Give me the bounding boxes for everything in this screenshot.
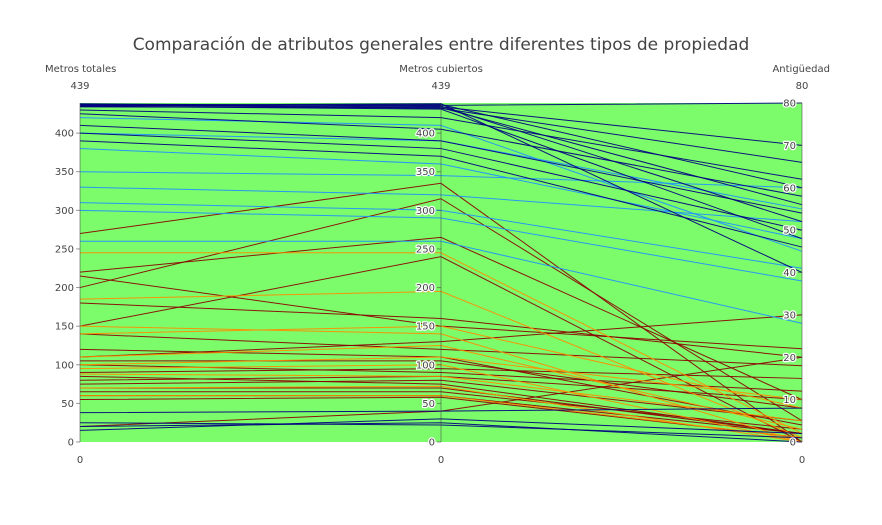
axis-tick-label: 40 <box>783 268 796 279</box>
axis-tick-label: 0 <box>790 438 796 449</box>
axis-tick-label: 300 <box>416 206 435 217</box>
axis-tick-label: 300 <box>55 206 74 217</box>
axis-tick-label: 350 <box>55 167 74 178</box>
axis-tick-label: 70 <box>783 141 796 152</box>
axis-min-label-2: 0 <box>799 455 805 466</box>
axis-min-label-0: 0 <box>77 455 83 466</box>
axis-tick-label: 80 <box>783 99 796 110</box>
axis-2: Antigüedad 80 00 10 20 30 40 50 60 70 80 <box>772 64 830 466</box>
axis-tick-label: 150 <box>55 322 74 333</box>
axis-max-label-1: 439 <box>431 81 450 92</box>
axis-min-label-1: 0 <box>438 455 444 466</box>
plot-area: Metros totales43900501001502002503003504… <box>45 64 830 466</box>
axis-tick-label: 0 <box>429 438 435 449</box>
chart-title: Comparación de atributos generales entre… <box>133 35 750 55</box>
axis-0: Metros totales 439 00 50 100 150 200 250 300 350 4… <box>45 64 116 466</box>
axis-tick-label: 50 <box>61 399 74 410</box>
axes-layer: Metros totales43900501001502002503003504… <box>45 64 830 466</box>
axis-tick-label: 200 <box>416 283 435 294</box>
axis-tick-label: 10 <box>783 395 796 406</box>
axis-tick-label: 400 <box>55 129 74 140</box>
axis-tick-label: 250 <box>55 244 74 255</box>
axis-1: Metros cubiertos 439 00 50 100 150 200 250 300 35… <box>399 64 483 466</box>
axis-max-label-0: 439 <box>70 81 89 92</box>
axis-tick-label: 250 <box>416 244 435 255</box>
axis-tick-label: 200 <box>55 283 74 294</box>
axis-tick-label: 150 <box>416 322 435 333</box>
axis-tick-label: 400 <box>416 129 435 140</box>
axis-tick-label: 50 <box>422 399 435 410</box>
axis-tick-label: 20 <box>783 353 796 364</box>
axis-tick-label: 100 <box>416 360 435 371</box>
axis-tick-label: 30 <box>783 310 796 321</box>
axis-max-label-2: 80 <box>796 81 809 92</box>
axis-title-0: Metros totales <box>45 64 116 75</box>
axis-title-1: Metros cubiertos <box>399 64 483 75</box>
axis-title-2: Antigüedad <box>772 64 830 75</box>
axis-tick-label: 350 <box>416 167 435 178</box>
axis-tick-label: 0 <box>68 438 74 449</box>
axis-tick-label: 60 <box>783 183 796 194</box>
axis-tick-label: 100 <box>55 360 74 371</box>
axis-tick-label: 50 <box>783 226 796 237</box>
